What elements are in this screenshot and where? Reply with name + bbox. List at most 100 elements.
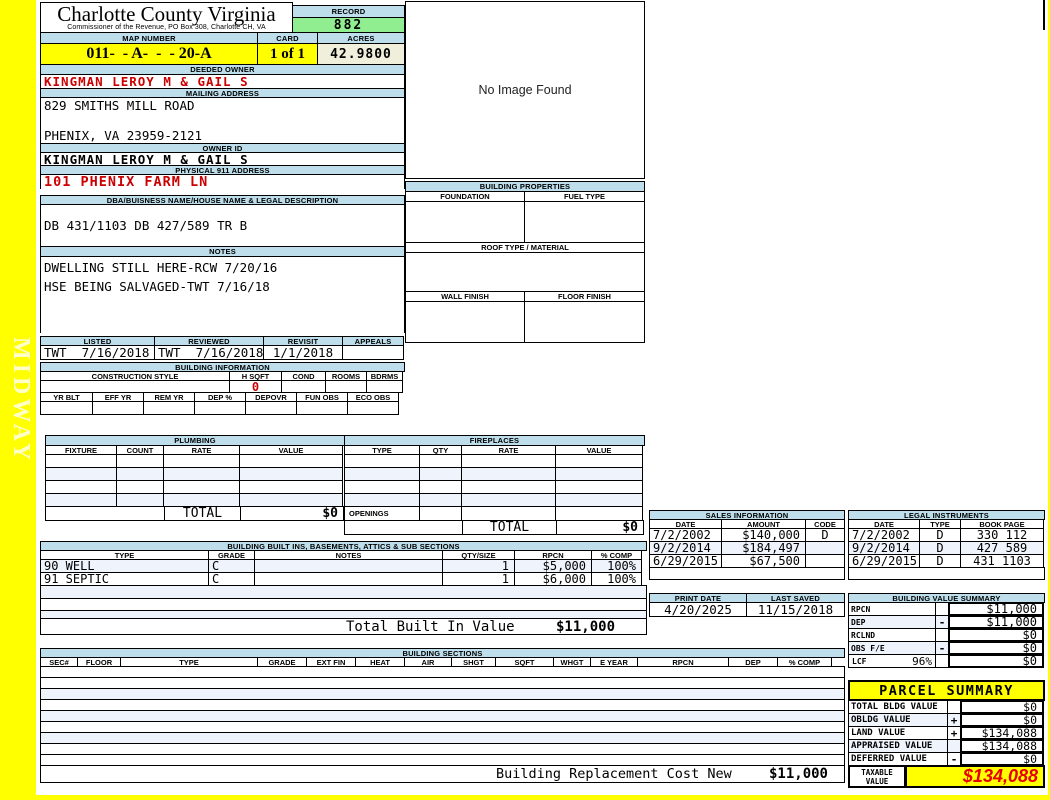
empty-cell bbox=[239, 493, 343, 507]
empty-cell bbox=[419, 506, 462, 521]
bvs-label: RPCN bbox=[848, 602, 936, 616]
empty-cell bbox=[45, 506, 165, 521]
wall-finish-value bbox=[405, 301, 525, 343]
parcel-value: $0 bbox=[960, 700, 1044, 714]
note-line: DWELLING STILL HERE-RCW 7/20/16 bbox=[44, 260, 278, 275]
empty-row bbox=[848, 567, 1045, 580]
col-floor: FLOOR bbox=[77, 657, 121, 667]
replacement-cost-row: Building Replacement Cost New $11,000 bbox=[40, 765, 845, 783]
empty-cell bbox=[344, 520, 463, 535]
empty-cell bbox=[163, 480, 240, 494]
building-sections-table: BUILDING SECTIONS SEC# FLOOR TYPE GRADE … bbox=[40, 648, 845, 783]
bvs-row: RPCN $11,000 bbox=[848, 602, 1045, 616]
col-shgt: SHGT bbox=[451, 657, 496, 667]
building-info-values2 bbox=[40, 401, 405, 415]
mailing-line1: 829 SMITHS MILL ROAD bbox=[44, 98, 195, 113]
foundation-value bbox=[405, 201, 525, 243]
county-subtitle: Commissioner of the Revenue, PO Box 308,… bbox=[67, 24, 266, 31]
sale-code bbox=[805, 541, 845, 555]
fireplaces-table: FIREPLACES TYPE QTY RATE VALUE OPENINGS … bbox=[344, 435, 645, 535]
legal-type: D bbox=[919, 541, 961, 555]
legal-row: 7/2/2002 D 330 112 bbox=[848, 528, 1045, 542]
empty-row bbox=[40, 585, 647, 599]
page-edge-line bbox=[1043, 0, 1045, 30]
built-in-row: 91 SEPTIC C 1 $6,000 100% bbox=[40, 572, 647, 586]
col-grade: GRADE bbox=[257, 657, 307, 667]
col-sec: SEC# bbox=[40, 657, 78, 667]
empty-cell bbox=[143, 401, 195, 415]
col-sqft: SQFT bbox=[495, 657, 554, 667]
parcel-label: OBLDG VALUE bbox=[848, 713, 948, 727]
sale-amount: $140,000 bbox=[721, 528, 806, 542]
col-eyear: E YEAR bbox=[590, 657, 638, 667]
bvs-label: OBS F/E bbox=[848, 641, 936, 655]
building-sections-header: SEC# FLOOR TYPE GRADE EXT FIN HEAT AIR S… bbox=[40, 657, 845, 667]
legal-date: 6/29/2015 bbox=[848, 554, 920, 568]
roof-value bbox=[405, 252, 645, 292]
col-whgt: WHGT bbox=[553, 657, 591, 667]
built-in-row: 90 WELL C 1 $5,000 100% bbox=[40, 559, 647, 573]
built-in-rpcn: $5,000 bbox=[514, 559, 592, 573]
built-in-notes bbox=[254, 559, 443, 573]
empty-cell bbox=[45, 480, 117, 494]
parcel-summary: PARCEL SUMMARY TOTAL BLDG VALUE $0 OBLDG… bbox=[848, 680, 1045, 788]
legal-date: 9/2/2014 bbox=[848, 541, 920, 555]
built-in-type: 91 SEPTIC bbox=[40, 572, 209, 586]
fireplaces-total-label: TOTAL bbox=[462, 520, 557, 535]
sale-date: 7/2/2002 bbox=[649, 528, 722, 542]
empty-cell bbox=[461, 506, 556, 521]
bvs-op: - bbox=[935, 641, 949, 655]
record-value: 882 bbox=[292, 17, 405, 33]
bvs-label: LCF bbox=[852, 656, 867, 666]
empty-cell bbox=[555, 493, 643, 507]
map-number-value: 011- - A- - - 20-A bbox=[40, 43, 258, 65]
built-in-qty: 1 bbox=[442, 572, 515, 586]
col-air: AIR bbox=[404, 657, 452, 667]
bvs-value: $11,000 bbox=[948, 615, 1044, 629]
col-dep: DEP bbox=[728, 657, 778, 667]
col-rpcn: RPCN bbox=[637, 657, 729, 667]
legal-type: D bbox=[919, 528, 961, 542]
empty-cell bbox=[163, 493, 240, 507]
bvs-op: - bbox=[935, 615, 949, 629]
taxable-label: TAXABLE VALUE bbox=[848, 765, 906, 788]
note-line: HSE BEING SALVAGED-TWT 7/16/18 bbox=[44, 279, 270, 294]
sale-date: 9/2/2014 bbox=[649, 541, 722, 555]
sale-code bbox=[805, 554, 845, 568]
built-ins-total-value: $11,000 bbox=[556, 618, 616, 635]
bvs-op bbox=[935, 628, 949, 642]
owner-panel: Charlotte County Virginia Commissioner o… bbox=[40, 2, 405, 415]
parcel-row: LAND VALUE + $134,088 bbox=[848, 726, 1045, 740]
empty-cell bbox=[239, 467, 343, 481]
legal-date: 7/2/2002 bbox=[848, 528, 920, 542]
empty-cell bbox=[344, 480, 420, 494]
district-watermark: MIDWAY bbox=[8, 337, 34, 465]
dba-value: DB 431/1103 DB 427/589 TR B bbox=[40, 204, 405, 247]
empty-cell bbox=[461, 480, 556, 494]
parcel-op bbox=[947, 739, 961, 753]
bvs-label: RCLND bbox=[848, 628, 936, 642]
empty-cell bbox=[555, 480, 643, 494]
empty-cell bbox=[419, 480, 462, 494]
bvs-row: RCLND $0 bbox=[848, 628, 1045, 642]
property-photo-placeholder: No Image Found bbox=[405, 1, 645, 179]
empty-cell bbox=[555, 506, 643, 521]
revisit-value: 1/1/2018 bbox=[263, 345, 343, 360]
empty-cell bbox=[163, 467, 240, 481]
parcel-value: $134,088 bbox=[960, 726, 1044, 740]
parcel-label: DEFERRED VALUE bbox=[848, 752, 948, 766]
empty-cell bbox=[344, 454, 420, 468]
county-title-box: Charlotte County Virginia Commissioner o… bbox=[40, 2, 293, 33]
record-box: RECORD 882 bbox=[292, 2, 405, 33]
legal-row: 9/2/2014 D 427 589 bbox=[848, 541, 1045, 555]
taxable-row: TAXABLE VALUE $134,088 bbox=[848, 765, 1045, 788]
empty-cell bbox=[555, 467, 643, 481]
replacement-cost-value: $11,000 bbox=[768, 766, 828, 782]
empty-cell bbox=[92, 401, 144, 415]
parcel-op: + bbox=[947, 713, 961, 727]
deeded-owner-value: KINGMAN LEROY M & GAIL S bbox=[40, 74, 405, 89]
parcel-summary-title: PARCEL SUMMARY bbox=[848, 680, 1045, 701]
bvs-row: LCF 96% $0 bbox=[848, 654, 1045, 668]
parcel-label: TOTAL BLDG VALUE bbox=[848, 700, 948, 714]
bvs-lcf-cell: LCF 96% bbox=[848, 654, 936, 668]
